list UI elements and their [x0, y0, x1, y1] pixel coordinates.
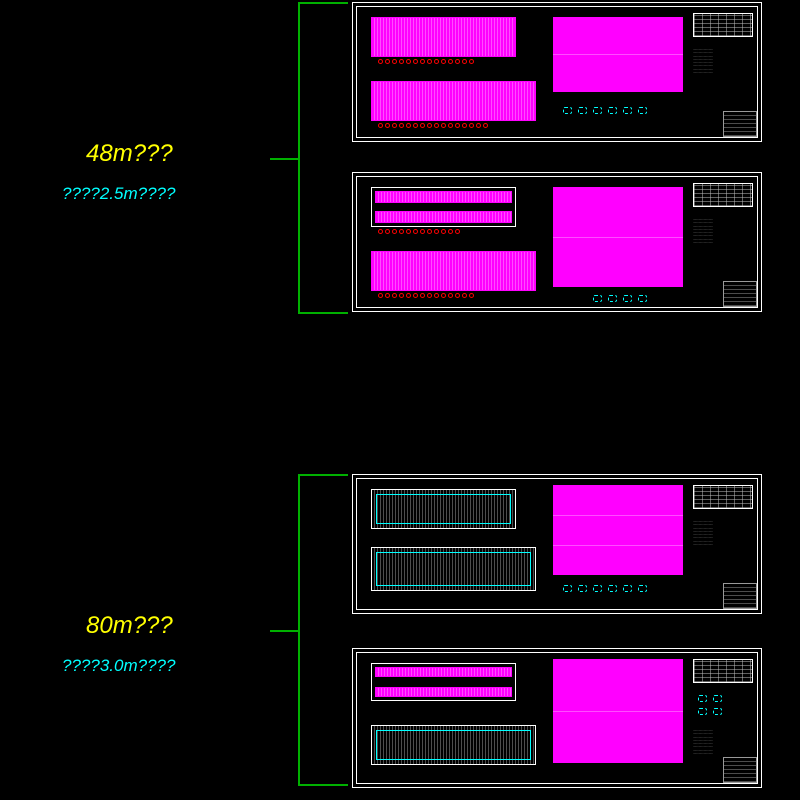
- notes-block: ........................ ...............…: [693, 520, 753, 575]
- section-details: [698, 695, 728, 715]
- notes-block: ........................ ...............…: [693, 48, 753, 103]
- elevation-top: [371, 663, 516, 701]
- elevation-bottom: [371, 81, 536, 121]
- drawing-sheet-2a: ........................ ...............…: [352, 474, 762, 614]
- section-details: [563, 585, 647, 592]
- support-circles-top: [378, 59, 474, 64]
- spec-table: [693, 485, 753, 509]
- elevation-top: [371, 489, 516, 529]
- drawing-sheet-1b: ........................ ...............…: [352, 172, 762, 312]
- title-block: [723, 111, 757, 137]
- group1-bracket: [298, 2, 348, 314]
- notes-block: ........................ ...............…: [693, 218, 753, 273]
- plan-view: [553, 485, 683, 575]
- support-circles-bottom: [378, 123, 488, 128]
- elevation-top: [371, 187, 516, 227]
- title-block: [723, 583, 757, 609]
- group2-bracket-mid: [270, 630, 298, 632]
- elevation-bottom: [371, 547, 536, 591]
- drawing-sheet-1a: ........................ ...............…: [352, 2, 762, 142]
- elevation-top: [371, 17, 516, 57]
- group2-subtitle: ????3.0m????: [62, 656, 175, 676]
- spec-table: [693, 183, 753, 207]
- section-details: [563, 107, 647, 114]
- group2-bracket: [298, 474, 348, 786]
- group1-bracket-mid: [270, 158, 298, 160]
- elevation-bottom: [371, 251, 536, 291]
- notes-block: ........................ ...............…: [693, 729, 753, 754]
- spec-table: [693, 13, 753, 37]
- drawing-sheet-2b: ........................ ...............…: [352, 648, 762, 788]
- section-details: [593, 295, 647, 302]
- spec-table: [693, 659, 753, 683]
- support-circles-top: [378, 229, 460, 234]
- title-block: [723, 757, 757, 783]
- group1-title: 48m???: [86, 140, 173, 168]
- group2-title: 80m???: [86, 612, 173, 640]
- elevation-bottom: [371, 725, 536, 765]
- title-block: [723, 281, 757, 307]
- group1-subtitle: ????2.5m????: [62, 184, 175, 204]
- support-circles-bottom: [378, 293, 474, 298]
